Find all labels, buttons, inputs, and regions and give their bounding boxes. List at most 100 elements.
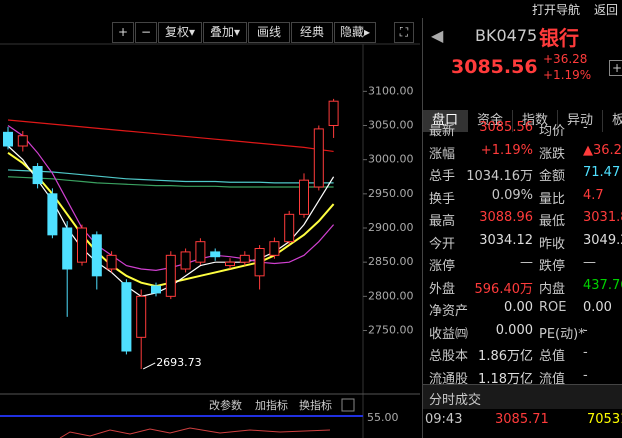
y-tick-label: 2900.00 [368,221,414,234]
tab[interactable]: 资金 [468,110,513,132]
prev-btn[interactable]: ◀ [431,26,444,45]
row-value: 3034.12 [479,232,533,248]
candle-body [284,213,295,243]
row-label: 金额 [539,169,566,184]
row-label: 净资产 [429,304,469,319]
candle-body [254,248,265,277]
row-label: 最新 [429,124,456,139]
toolbar-btn[interactable]: 经典 [291,22,333,43]
y-tick-label: 2850.00 [368,255,414,268]
row-value: 437.76 [583,277,622,293]
row-label: ROE [539,300,567,315]
toolbar-btn[interactable]: + [112,22,134,43]
nav-link[interactable]: 打开导航 [532,3,581,17]
back-link[interactable]: 返回 [594,3,619,17]
low-pointer [142,362,156,370]
row-value: - [583,120,588,135]
pct: +1.19% [543,68,592,82]
tab[interactable]: 指数 [513,110,558,132]
row-label: 量比 [539,191,566,207]
row-value: +1.19% [480,142,533,158]
row-label: 总股本 [429,349,469,364]
trades-header: 分时成交 [423,384,622,409]
toolbar-btn[interactable]: 画线 [248,22,290,43]
topbar: 打开导航 返回 [532,0,622,18]
tab[interactable]: 异动 [558,110,603,132]
kline-chart: 改参数 加指标 换指标 55.00 3100.00 3050.00 3000.00 2… [0,43,420,438]
candle-body [225,261,235,267]
trades-title: 分时成交 [429,393,482,408]
row-label: 涨跌 [539,146,566,162]
toolbar-btn[interactable]: 复权▾ [158,22,202,43]
trade-time: 09:43 [425,412,463,427]
row-label: 最低 [539,214,566,229]
row-label: 涨停 [429,259,456,274]
indicator-btn[interactable]: 换指标 [299,398,332,412]
candle-body [328,100,339,127]
trade-price: 3085.71 [495,412,549,427]
row-label: 流通股 [429,371,469,387]
row-value: 1.86万亿 [478,349,533,364]
candle-body [269,241,280,256]
trade-vol: 70531 [587,412,622,427]
quote-panel: ◀ BK0475 银行 3085.56 +36.28 +1.19% + 盘口 资金… [422,18,622,438]
candle-body [47,193,58,236]
row-value: - [583,345,588,360]
fullscreen-btn[interactable]: ⛶ [394,22,414,43]
ma-line [7,169,334,184]
low-label: 2693.73 [156,356,202,369]
candle-body [32,166,43,185]
indicator-tick: 55.00 [367,411,399,424]
row-value: 3049.2 [583,232,622,248]
candle-body [151,285,161,294]
candle-body [106,254,117,270]
candle-body [165,254,176,297]
row-label: 今开 [429,236,456,252]
candle-body [3,131,13,147]
toolbar-btn[interactable]: 叠加▾ [203,22,247,43]
row-value: — [583,255,596,270]
row-label: 跌停 [539,259,566,274]
row-label: 总手 [429,169,456,184]
candle-body [180,251,191,270]
candle-body [77,227,87,263]
row-label: 昨收 [539,236,566,252]
indicator-btn[interactable]: 加指标 [255,398,288,412]
candle-body [210,251,221,258]
candle-body [313,128,324,188]
row-value: 0.09% [491,187,533,203]
y-tick-label: 3100.00 [368,84,414,97]
tab[interactable]: 板块 [603,110,622,132]
row-value: - [583,367,588,383]
row-label: 涨幅 [429,146,456,162]
change: +36.28 [543,52,588,66]
indicator-btn[interactable]: 改参数 [209,398,242,412]
price: 3085.56 [451,56,538,78]
code: BK0475 [475,26,538,45]
row-value: 0.00 [583,300,612,315]
row-label: PE(动)* [539,326,585,342]
y-tick-label: 3000.00 [368,153,414,166]
row-label: 内盘 [539,281,566,297]
row-value: 3031.8 [583,210,622,225]
candle-body [136,295,147,338]
ma-line [7,176,334,188]
row-value: 596.40万 [474,281,534,297]
close-btn[interactable] [341,398,355,412]
row-value: 0.000 [495,322,533,338]
y-tick-label: 3050.00 [368,119,414,132]
row-label: 流值 [539,371,566,387]
row-value: 3088.96 [479,210,533,225]
row-value: — [520,255,533,270]
tab[interactable]: 盘口 [423,110,468,132]
candle-body [121,282,132,352]
toolbar-btn[interactable]: − [135,22,157,43]
candle-body [299,179,309,215]
add-btn[interactable]: + [609,60,622,76]
row-label: 均价 [539,124,566,139]
candle-body [239,254,250,263]
row-value: 4.7 [583,187,604,203]
toolbar-btn[interactable]: 隐藏▸ [334,22,376,43]
row-value: 71.47 [583,165,621,180]
